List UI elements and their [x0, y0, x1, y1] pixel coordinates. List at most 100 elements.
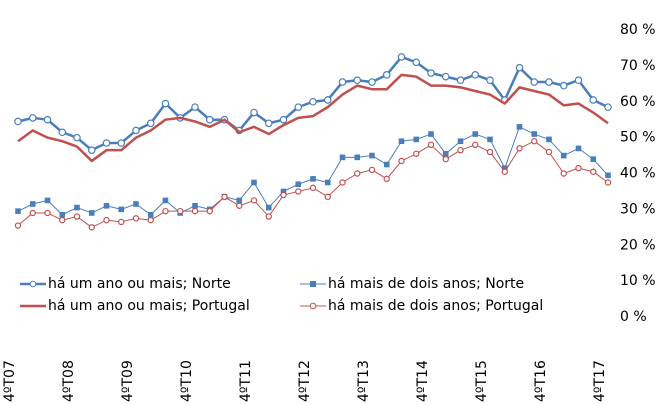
- point: [398, 157, 405, 165]
- point: [117, 139, 126, 147]
- point: [531, 131, 538, 137]
- point: [339, 154, 346, 161]
- point: [501, 168, 508, 175]
- point: [29, 209, 36, 217]
- point: [118, 206, 125, 213]
- point: [324, 193, 331, 201]
- x-tick-label: 4ºT16: [533, 360, 549, 402]
- point: [102, 139, 111, 147]
- point: [442, 150, 449, 157]
- point: [472, 141, 479, 148]
- point: [294, 103, 303, 111]
- point: [250, 197, 258, 204]
- point: [574, 76, 583, 85]
- legend-label: há um ano ou mais; Portugal: [48, 298, 250, 314]
- x-tick-label: 4ºT17: [592, 360, 608, 402]
- point: [354, 170, 361, 177]
- point: [516, 124, 523, 130]
- x-tick-label: 4ºT09: [120, 360, 136, 402]
- point: [74, 204, 80, 211]
- point: [515, 63, 524, 72]
- point: [545, 78, 553, 86]
- series: [17, 73, 609, 163]
- point: [575, 164, 582, 172]
- point: [133, 201, 139, 207]
- series-line: [17, 73, 609, 163]
- point: [441, 72, 450, 81]
- y-tick-label: 20 %: [620, 237, 656, 253]
- legend-label: há mais de dois anos; Portugal: [328, 298, 543, 314]
- point: [486, 148, 494, 156]
- y-tick-label: 30 %: [620, 201, 656, 217]
- point: [559, 81, 568, 90]
- point: [295, 181, 302, 188]
- point: [383, 161, 390, 168]
- y-tick-label: 60 %: [620, 94, 656, 110]
- series-line: [17, 140, 609, 228]
- point: [516, 145, 523, 152]
- x-tick-label: 4ºT10: [179, 360, 195, 402]
- point: [132, 215, 140, 222]
- point: [14, 222, 22, 229]
- point: [604, 103, 612, 111]
- point: [206, 207, 213, 215]
- legend-marker: [309, 302, 317, 310]
- legend-marker: [310, 281, 316, 287]
- point: [205, 115, 214, 124]
- point: [487, 136, 493, 143]
- point: [28, 114, 37, 122]
- point: [265, 204, 272, 211]
- point: [324, 179, 331, 186]
- point: [442, 155, 449, 163]
- series: [14, 53, 612, 154]
- point: [88, 210, 95, 216]
- point: [103, 216, 110, 224]
- point: [162, 197, 169, 204]
- series: [15, 124, 611, 218]
- point: [353, 76, 362, 85]
- point: [530, 78, 539, 86]
- point: [59, 216, 66, 224]
- y-tick-label: 70 %: [620, 58, 656, 74]
- point: [251, 179, 257, 186]
- point: [44, 209, 51, 217]
- x-tick-label: 4ºT13: [356, 360, 372, 402]
- point: [177, 207, 184, 215]
- point: [118, 218, 125, 226]
- y-tick-label: 40 %: [620, 166, 656, 182]
- point: [279, 115, 288, 124]
- point: [58, 128, 67, 137]
- point: [605, 172, 611, 179]
- point: [472, 131, 479, 137]
- x-tick-label: 4ºT07: [2, 360, 18, 402]
- point: [560, 170, 567, 177]
- point: [265, 213, 272, 220]
- point: [147, 216, 154, 224]
- point: [428, 131, 434, 137]
- point: [59, 211, 66, 218]
- point: [14, 117, 22, 126]
- point: [339, 179, 346, 186]
- x-tick-label: 4ºT08: [61, 360, 77, 402]
- point: [221, 193, 228, 201]
- point: [88, 224, 95, 231]
- point: [338, 78, 347, 86]
- point: [383, 175, 390, 183]
- point: [309, 97, 317, 106]
- point: [368, 78, 376, 86]
- point: [471, 71, 480, 79]
- point: [309, 184, 317, 192]
- legend-marker: [29, 280, 37, 288]
- point: [161, 99, 170, 108]
- point: [413, 150, 420, 157]
- point: [412, 58, 421, 67]
- point: [486, 76, 494, 85]
- y-tick-label: 10 %: [620, 273, 656, 289]
- point: [397, 53, 406, 61]
- point: [589, 96, 598, 104]
- point: [73, 213, 81, 220]
- point: [545, 148, 553, 156]
- point: [236, 197, 243, 204]
- point: [323, 96, 332, 104]
